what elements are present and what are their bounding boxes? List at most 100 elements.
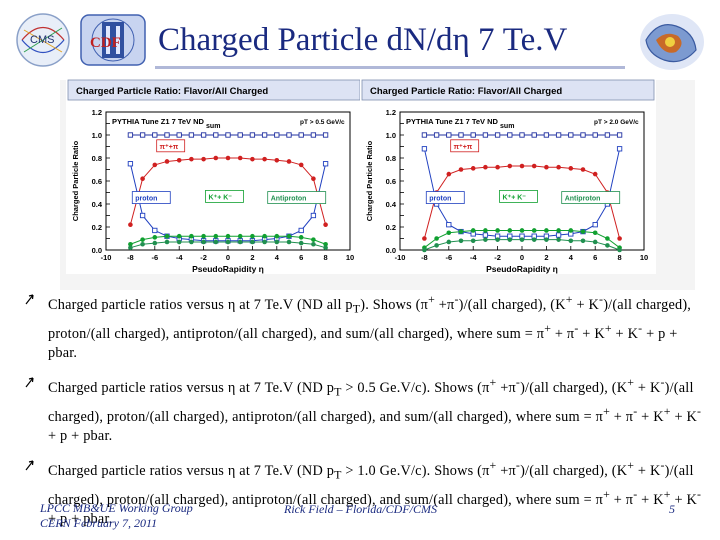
lpcc-logo: [636, 10, 708, 74]
data-point: [323, 245, 328, 250]
data-point: [274, 239, 280, 245]
data-point: [139, 212, 146, 219]
data-point: [556, 237, 561, 242]
data-point: [507, 132, 513, 138]
x-tick-label: 0: [520, 253, 524, 262]
data-point: [286, 239, 292, 245]
data-point: [482, 132, 489, 138]
kaon-label-box: [205, 190, 244, 203]
kaon-label-box: [499, 190, 538, 203]
x-tick-label: -2: [200, 253, 207, 262]
y-tick-label: 1.2: [92, 108, 102, 117]
data-point: [152, 235, 158, 240]
cut-label: pT > 2.0 GeV/c: [594, 119, 639, 126]
x-axis-label: PseudoRapidity η: [192, 264, 264, 274]
data-point: [311, 176, 316, 181]
data-point: [225, 132, 231, 138]
x-axis-label: PseudoRapidity η: [486, 264, 558, 274]
data-point: [446, 171, 452, 177]
data-point: [152, 240, 158, 246]
data-point: [617, 236, 622, 241]
data-point: [604, 132, 611, 138]
pion-label-box: [450, 139, 480, 153]
data-point: [286, 233, 292, 239]
data-point: [225, 233, 231, 239]
y-tick-label: 0.4: [92, 200, 103, 209]
data-point: [237, 155, 243, 161]
antiproton-label-box: [267, 191, 327, 204]
data-point: [580, 229, 586, 234]
antiproton-label: Antiproton: [271, 196, 307, 203]
proton-label-box: [425, 191, 465, 204]
data-point: [213, 155, 219, 161]
x-tick-label: 0: [226, 253, 230, 262]
slide-header: CMS CDF Charged Particle dN/dη 7 Te.V: [0, 0, 720, 78]
data-point: [323, 222, 328, 227]
y-axis-label: Charged Particle Ratio: [365, 140, 374, 221]
chart-left: Charged Particle Ratio: Flavor/All Charg…: [67, 79, 361, 274]
data-point: [189, 239, 194, 245]
data-point: [128, 241, 133, 247]
x-tick-label: 8: [618, 253, 622, 262]
antiproton-label: Antiproton: [565, 196, 601, 203]
y-tick-label: 1.2: [386, 108, 396, 117]
arrow-bullet-icon: [25, 460, 34, 471]
data-point: [127, 132, 134, 138]
data-point: [421, 146, 428, 152]
data-point: [298, 162, 304, 168]
chart-right: Charged Particle Ratio: Flavor/All Charg…: [361, 79, 655, 274]
data-point: [470, 166, 476, 171]
data-point: [531, 228, 537, 233]
data-point: [201, 239, 206, 245]
footer-event: LPCC MB&UE Working Group CERN February 7…: [40, 501, 193, 531]
y-tick-label: 0.0: [92, 246, 102, 255]
x-tick-label: -6: [151, 253, 158, 262]
title-prefix: Charged Particle d: [158, 22, 403, 58]
data-point: [237, 239, 243, 245]
data-point: [495, 237, 500, 242]
y-tick-label: 0.8: [386, 154, 396, 163]
data-point: [164, 159, 170, 164]
y-tick-label: 1.0: [92, 131, 102, 140]
data-point: [458, 238, 464, 244]
data-point: [519, 237, 525, 242]
x-tick-label: 6: [593, 253, 597, 262]
data-point: [310, 212, 317, 219]
data-point: [298, 235, 304, 240]
title-mid: N/d: [403, 22, 453, 58]
data-point: [555, 232, 562, 238]
data-point: [261, 132, 268, 138]
y-tick-label: 0.8: [92, 154, 102, 163]
data-point: [434, 243, 439, 248]
data-point: [140, 176, 145, 181]
data-point: [482, 232, 489, 238]
data-point: [422, 236, 427, 241]
data-point: [544, 164, 549, 170]
data-point: [286, 132, 292, 138]
data-point: [298, 132, 304, 138]
data-point: [592, 239, 598, 245]
data-point: [225, 239, 231, 245]
y-tick-label: 0.2: [92, 223, 102, 232]
data-point: [152, 132, 158, 138]
y-tick-label: 0.6: [92, 177, 102, 186]
y-tick-label: 0.0: [386, 246, 396, 255]
cdf-logo: CDF: [80, 14, 146, 66]
data-point: [483, 228, 488, 233]
data-point: [140, 237, 145, 242]
data-point: [286, 159, 292, 164]
bullet-text: Charged particle ratios versus η at 7 Te…: [48, 457, 702, 528]
data-point: [556, 164, 561, 170]
data-point: [568, 132, 574, 138]
sum-label: sum: [500, 123, 514, 130]
proton-label: proton: [135, 196, 157, 203]
data-point: [250, 233, 255, 239]
data-point: [311, 237, 316, 242]
pion-label: π⁺+π: [454, 144, 473, 151]
x-tick-label: -4: [470, 253, 477, 262]
footer-author: Rick Field – Florida/CDF/CMS: [284, 502, 437, 516]
data-point: [249, 132, 256, 138]
page-number: 5: [669, 502, 675, 516]
data-point: [507, 228, 513, 233]
data-point: [495, 164, 500, 170]
